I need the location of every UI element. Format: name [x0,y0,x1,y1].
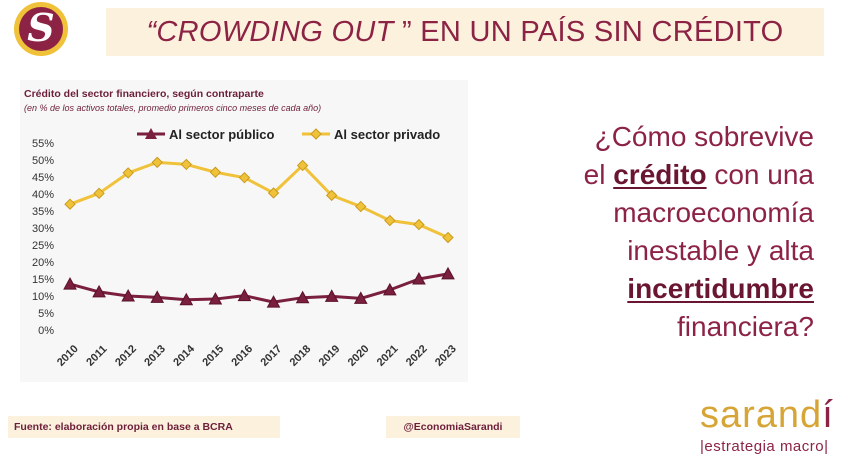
data-point-privado [93,187,105,200]
x-tick-label: 2022 [404,343,430,369]
y-tick-label: 15% [32,274,54,286]
data-point-publico [412,271,426,285]
logo-letter: S [27,5,55,50]
data-point-publico [121,288,135,302]
logo-disc: S [19,7,63,51]
header-banner: “CROWDING OUT ” EN UN PAÍS SIN CRÉDITO [106,8,824,56]
chart-panel [20,80,468,382]
x-tick-label: 2014 [171,342,197,368]
x-tick-label: 2020 [346,343,372,369]
x-tick-label: 2010 [55,343,81,369]
data-point-publico [353,291,368,304]
x-tick-label: 2012 [113,343,139,369]
data-point-privado [151,156,163,169]
y-tick-label: 30% [32,223,54,235]
data-point-publico [208,292,223,305]
x-tick-label: 2015 [200,343,226,369]
question-line-3: macroeconomía [613,197,814,228]
legend-marker-publico [145,128,157,139]
brand-wordmark: sarandí |estrategia macro| [694,394,850,458]
chart-subtitle: (en % de los activos totales, promedio p… [24,103,322,113]
legend-label-privado: Al sector privado [334,127,440,142]
sarandi-logo: S [14,2,68,56]
y-tick-label: 25% [32,240,54,252]
data-point-publico [295,290,310,304]
question-text: ¿Cómo sobrevive el crédito con una macro… [484,118,814,346]
data-point-privado [180,158,193,171]
data-point-privado [209,166,222,178]
data-point-publico [237,288,252,302]
y-tick-label: 10% [32,291,54,303]
data-point-privado [296,159,309,172]
x-tick-label: 2021 [375,343,401,369]
question-line-2-post: con una [706,159,814,190]
data-point-publico [324,289,339,302]
question-line-2-pre: el [583,159,614,190]
data-point-privado [413,218,425,231]
x-tick-label: 2016 [229,343,255,369]
question-line-6: financiera? [677,311,814,342]
question-line-1: ¿Cómo sobrevive [594,121,814,152]
question-line-2: el crédito con una [484,156,814,194]
data-point-privado [384,214,396,227]
page-title-rest: ” EN UN PAÍS SIN CRÉDITO [393,15,784,48]
x-tick-label: 2023 [433,343,459,369]
x-tick-label: 2011 [84,343,109,368]
x-tick-label: 2019 [317,343,343,369]
data-point-publico [150,290,165,303]
legend-marker-privado [310,128,322,140]
data-point-privado [64,198,76,210]
y-tick-label: 20% [32,257,54,269]
highlight-incertidumbre: incertidumbre [627,273,814,304]
page-title: “CROWDING OUT ” EN UN PAÍS SIN CRÉDITO [146,16,783,49]
brand-name-b: í [822,394,834,436]
data-point-publico [92,284,106,298]
series-line-privado [69,160,449,239]
question-line-5: incertidumbre [484,270,814,308]
y-tick-label: 40% [32,189,54,201]
y-tick-label: 45% [32,172,54,184]
data-point-privado [442,231,454,244]
question-line-4: inestable y alta [627,235,814,266]
data-point-privado [267,187,280,199]
brand-name: sarandí [700,394,834,437]
brand-name-a: sarand [700,394,823,436]
data-point-privado [238,171,251,184]
y-tick-label: 55% [32,138,54,150]
data-point-privado [122,167,134,179]
highlight-credito: crédito [613,159,707,190]
y-tick-label: 0% [38,325,54,337]
data-point-publico [63,277,77,290]
data-point-publico [179,292,194,306]
data-point-publico [441,266,455,280]
x-tick-label: 2018 [288,343,314,369]
page-title-italic: “CROWDING OUT [146,15,394,48]
social-handle: @EconomiaSarandi [386,416,520,438]
data-point-privado [325,189,338,202]
legend-label-publico: Al sector público [169,127,275,142]
data-point-publico [266,295,281,308]
chart-title: Crédito del sector financiero, según con… [24,88,264,100]
source-note: Fuente: elaboración propia en base a BCR… [8,416,280,438]
y-tick-label: 50% [32,155,54,167]
x-tick-label: 2017 [259,343,285,369]
series-line-publico [69,272,449,304]
data-point-privado [355,200,367,213]
x-tick-label: 2013 [142,343,168,369]
y-tick-label: 5% [38,308,54,320]
brand-tagline: |estrategia macro| [700,438,829,455]
y-tick-label: 35% [32,206,54,218]
data-point-publico [383,282,397,296]
